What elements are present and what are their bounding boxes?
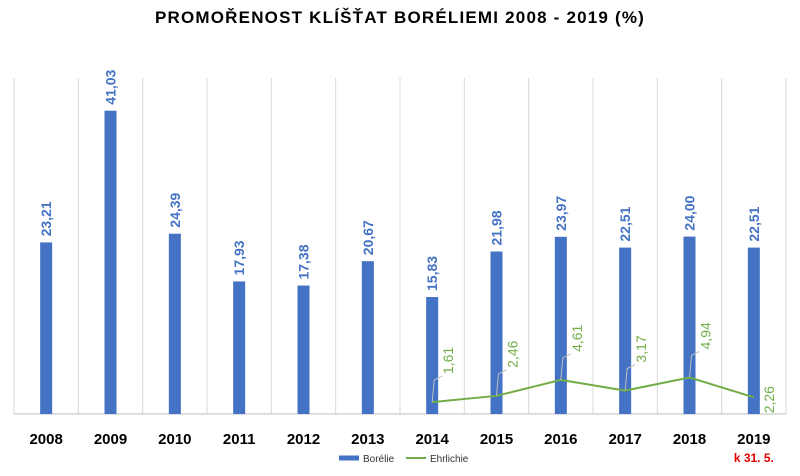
bar-2010: [168, 233, 181, 414]
line-label-2014: 1,61: [440, 347, 456, 374]
bar-label-2011: 17,93: [231, 240, 247, 275]
x-tick-2011: 2011: [223, 431, 256, 448]
grid-lines: [13, 78, 787, 414]
bar-2014: [426, 296, 439, 414]
leader-line: [624, 364, 636, 391]
x-tick-2012: 2012: [287, 431, 320, 448]
bar-2012: [297, 285, 310, 414]
bar-2016: [554, 236, 567, 414]
x-tick-2009: 2009: [94, 431, 127, 448]
bar-2013: [361, 261, 374, 414]
bar-label-2012: 17,38: [296, 244, 312, 279]
bar-label-2014: 15,83: [424, 256, 440, 291]
x-tick-2019: 2019: [737, 431, 770, 448]
x-tick-2013: 2013: [351, 431, 384, 448]
bar-label-2009: 41,03: [103, 69, 119, 104]
annotation-note: k 31. 5.: [734, 451, 774, 465]
bar-label-2015: 21,98: [489, 210, 505, 245]
line-series: 1,61 2,46 4,61 3,17 4,94 2,26: [431, 322, 777, 413]
x-tick-2014: 2014: [415, 431, 449, 448]
legend-label-ehrlichie: Ehrlichie: [430, 454, 469, 465]
x-tick-2016: 2016: [544, 431, 577, 448]
legend: Borélie Ehrlichie: [339, 454, 469, 465]
x-tick-2008: 2008: [29, 431, 62, 448]
bar-2008: [40, 242, 53, 414]
x-tick-2010: 2010: [158, 431, 191, 448]
bar-2019: [747, 247, 760, 414]
bar-2017: [619, 247, 632, 414]
legend-label-borelie: Borélie: [363, 454, 395, 465]
line-label-2015: 2,46: [505, 340, 521, 367]
bar-2011: [233, 281, 246, 414]
bar-label-2008: 23,21: [38, 201, 54, 236]
bar-label-2019: 22,51: [746, 206, 762, 241]
bar-series: 23,21 41,03 24,39 17,93 17,38 20,67 15,83 21,98…: [38, 69, 762, 414]
chart-title: PROMOŘENOST KLÍŠŤAT BORÉLIEMI 2008 - 201…: [154, 8, 646, 27]
x-tick-2017: 2017: [608, 431, 641, 448]
leader-line: [560, 353, 572, 380]
ehrlichie-line: [432, 376, 755, 404]
leader-line: [431, 375, 443, 403]
bar-label-2013: 20,67: [360, 220, 376, 255]
x-tick-labels: 2008 2009 2010 2011 2012 2013 2014 2015 2016 2017…: [29, 431, 770, 448]
bar-2009: [104, 110, 117, 414]
line-label-2018: 4,94: [698, 322, 714, 349]
line-label-2019: 2,26: [761, 386, 777, 413]
leader-line: [689, 351, 700, 378]
bar-2018: [683, 236, 696, 414]
bar-2015: [490, 251, 503, 414]
bar-label-2018: 24,00: [682, 195, 698, 230]
line-label-2016: 4,61: [569, 324, 585, 351]
bar-label-2017: 22,51: [617, 206, 633, 241]
bar-label-2010: 24,39: [167, 192, 183, 227]
x-tick-2018: 2018: [673, 431, 706, 448]
x-tick-2015: 2015: [480, 431, 513, 448]
leader-line: [496, 369, 507, 396]
bar-label-2016: 23,97: [553, 196, 569, 231]
line-label-2017: 3,17: [633, 335, 649, 362]
